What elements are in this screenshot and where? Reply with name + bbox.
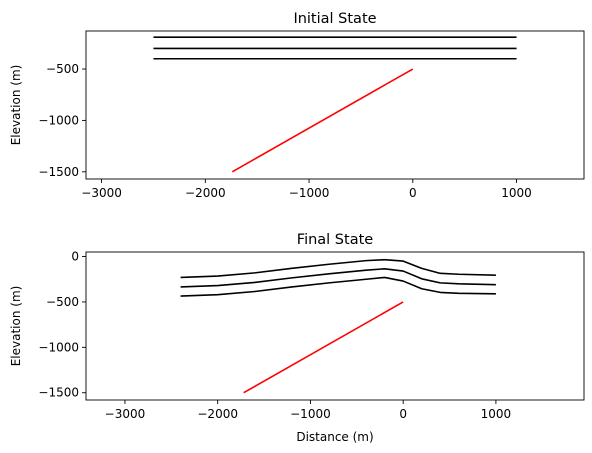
final-state-layer-line-1: [180, 258, 496, 279]
final-state-ytick-label: −1500: [38, 386, 79, 400]
final-state-xlabel: Distance (m): [296, 430, 373, 444]
initial-state-series: [153, 36, 517, 173]
final-state-ticks: −3000 −2000 −1000 0 1000 0 −500 −1000 −1500: [38, 250, 511, 421]
final-state-layer-line-2: [180, 267, 496, 288]
initial-state-fault-line: [231, 68, 414, 173]
final-state-panel: Final State Elevation (m) Distance (m) −…: [9, 232, 585, 444]
initial-state-xtick-label: −2000: [185, 186, 226, 200]
final-state-xtick-label: 0: [399, 407, 407, 421]
final-state-xtick-label: −3000: [105, 407, 146, 421]
initial-state-xtick-label: 1000: [501, 186, 532, 200]
final-state-ylabel: Elevation (m): [9, 286, 23, 367]
final-state-xtick-label: −1000: [290, 407, 331, 421]
initial-state-ytick-label: −1500: [38, 165, 79, 179]
initial-state-ytick-label: −1000: [38, 113, 79, 127]
initial-state-title: Initial State: [293, 11, 376, 27]
final-state-xtick-label: 1000: [481, 407, 512, 421]
final-state-ytick-label: −500: [46, 295, 79, 309]
final-state-fault-line: [243, 301, 404, 394]
initial-state-ticks: −3000 −2000 −1000 0 1000 −500 −1000 −1500: [38, 62, 531, 200]
initial-state-ylabel: Elevation (m): [9, 65, 23, 146]
final-state-frame: [85, 251, 585, 401]
final-state-layer-line-3: [180, 276, 496, 297]
initial-state-xtick-label: −3000: [81, 186, 122, 200]
final-state-title: Final State: [297, 232, 373, 248]
initial-state-xtick-label: 0: [409, 186, 417, 200]
final-state-xtick-label: −2000: [197, 407, 238, 421]
final-state-series: [180, 258, 496, 394]
initial-state-frame: [85, 30, 585, 180]
initial-state-ytick-label: −500: [46, 62, 79, 76]
final-state-ytick-label: 0: [71, 250, 79, 264]
initial-state-xtick-label: −1000: [289, 186, 330, 200]
final-state-ytick-label: −1000: [38, 340, 79, 354]
initial-state-panel: Initial State Elevation (m) −3000 −2000 −1…: [9, 11, 585, 200]
